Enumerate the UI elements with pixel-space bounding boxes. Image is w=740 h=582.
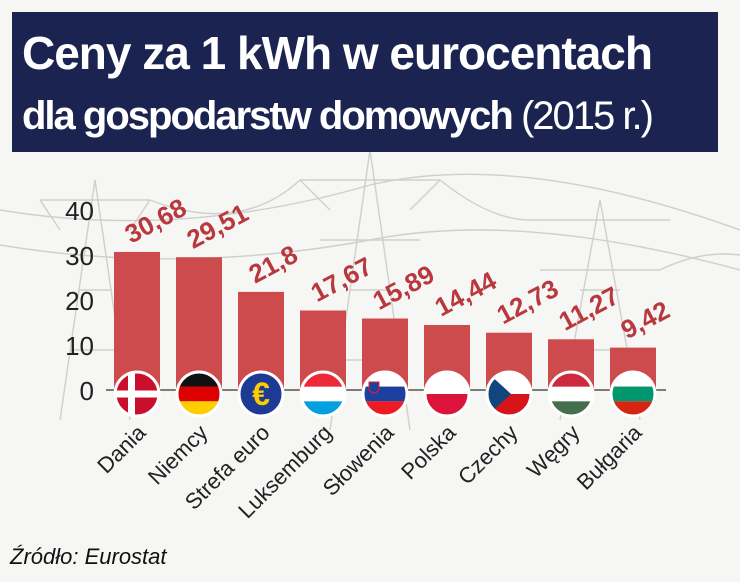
lu-flag-icon (299, 370, 347, 418)
chart-title-line2: dla gospodarstw domowych (2015 r.) (22, 94, 654, 139)
cz-flag-icon (485, 370, 533, 418)
y-tick-label: 30 (65, 241, 94, 271)
y-tick-label: 20 (65, 286, 94, 316)
bar-value-label: 17,67 (306, 251, 378, 308)
bar-value-label: 21,8 (244, 239, 303, 289)
title-banner: Ceny za 1 kWh w eurocentach dla gospodar… (12, 12, 718, 152)
bar-value-label: 14,44 (430, 265, 502, 322)
category-label: Dania (92, 419, 151, 478)
bar-value-label: 30,68 (120, 192, 192, 249)
source-note: Źródło: Eurostat (10, 544, 167, 569)
y-tick-label: 40 (65, 196, 94, 226)
chart-title-main: dla gospodarstw domowych (22, 94, 514, 138)
de-flag-icon (175, 370, 223, 418)
y-tick-label: 10 (65, 331, 94, 361)
category-label: Bułgaria (572, 419, 647, 494)
category-label: Polska (396, 419, 461, 484)
y-tick-label: 0 (80, 376, 94, 406)
si-flag-icon (361, 370, 409, 418)
bar-value-label: 11,27 (554, 280, 624, 336)
eu-euro-icon: € (237, 370, 285, 418)
bar-value-label: 12,73 (492, 273, 564, 330)
bar (114, 251, 160, 390)
bar (176, 257, 222, 390)
bar-value-label: 15,89 (368, 259, 440, 316)
category-label: Czechy (453, 420, 523, 490)
bar-value-label: 29,51 (182, 197, 254, 254)
chart-title-line1: Ceny za 1 kWh w eurocentach (22, 27, 653, 79)
svg-text:€: € (252, 376, 270, 412)
bar-value-label: 9,42 (616, 295, 675, 345)
dk-flag-icon (113, 370, 161, 418)
pl-flag-icon (423, 370, 471, 418)
bg-flag-icon (609, 370, 657, 418)
hu-flag-icon (547, 370, 595, 418)
chart-title-year: (2015 r.) (520, 94, 654, 138)
